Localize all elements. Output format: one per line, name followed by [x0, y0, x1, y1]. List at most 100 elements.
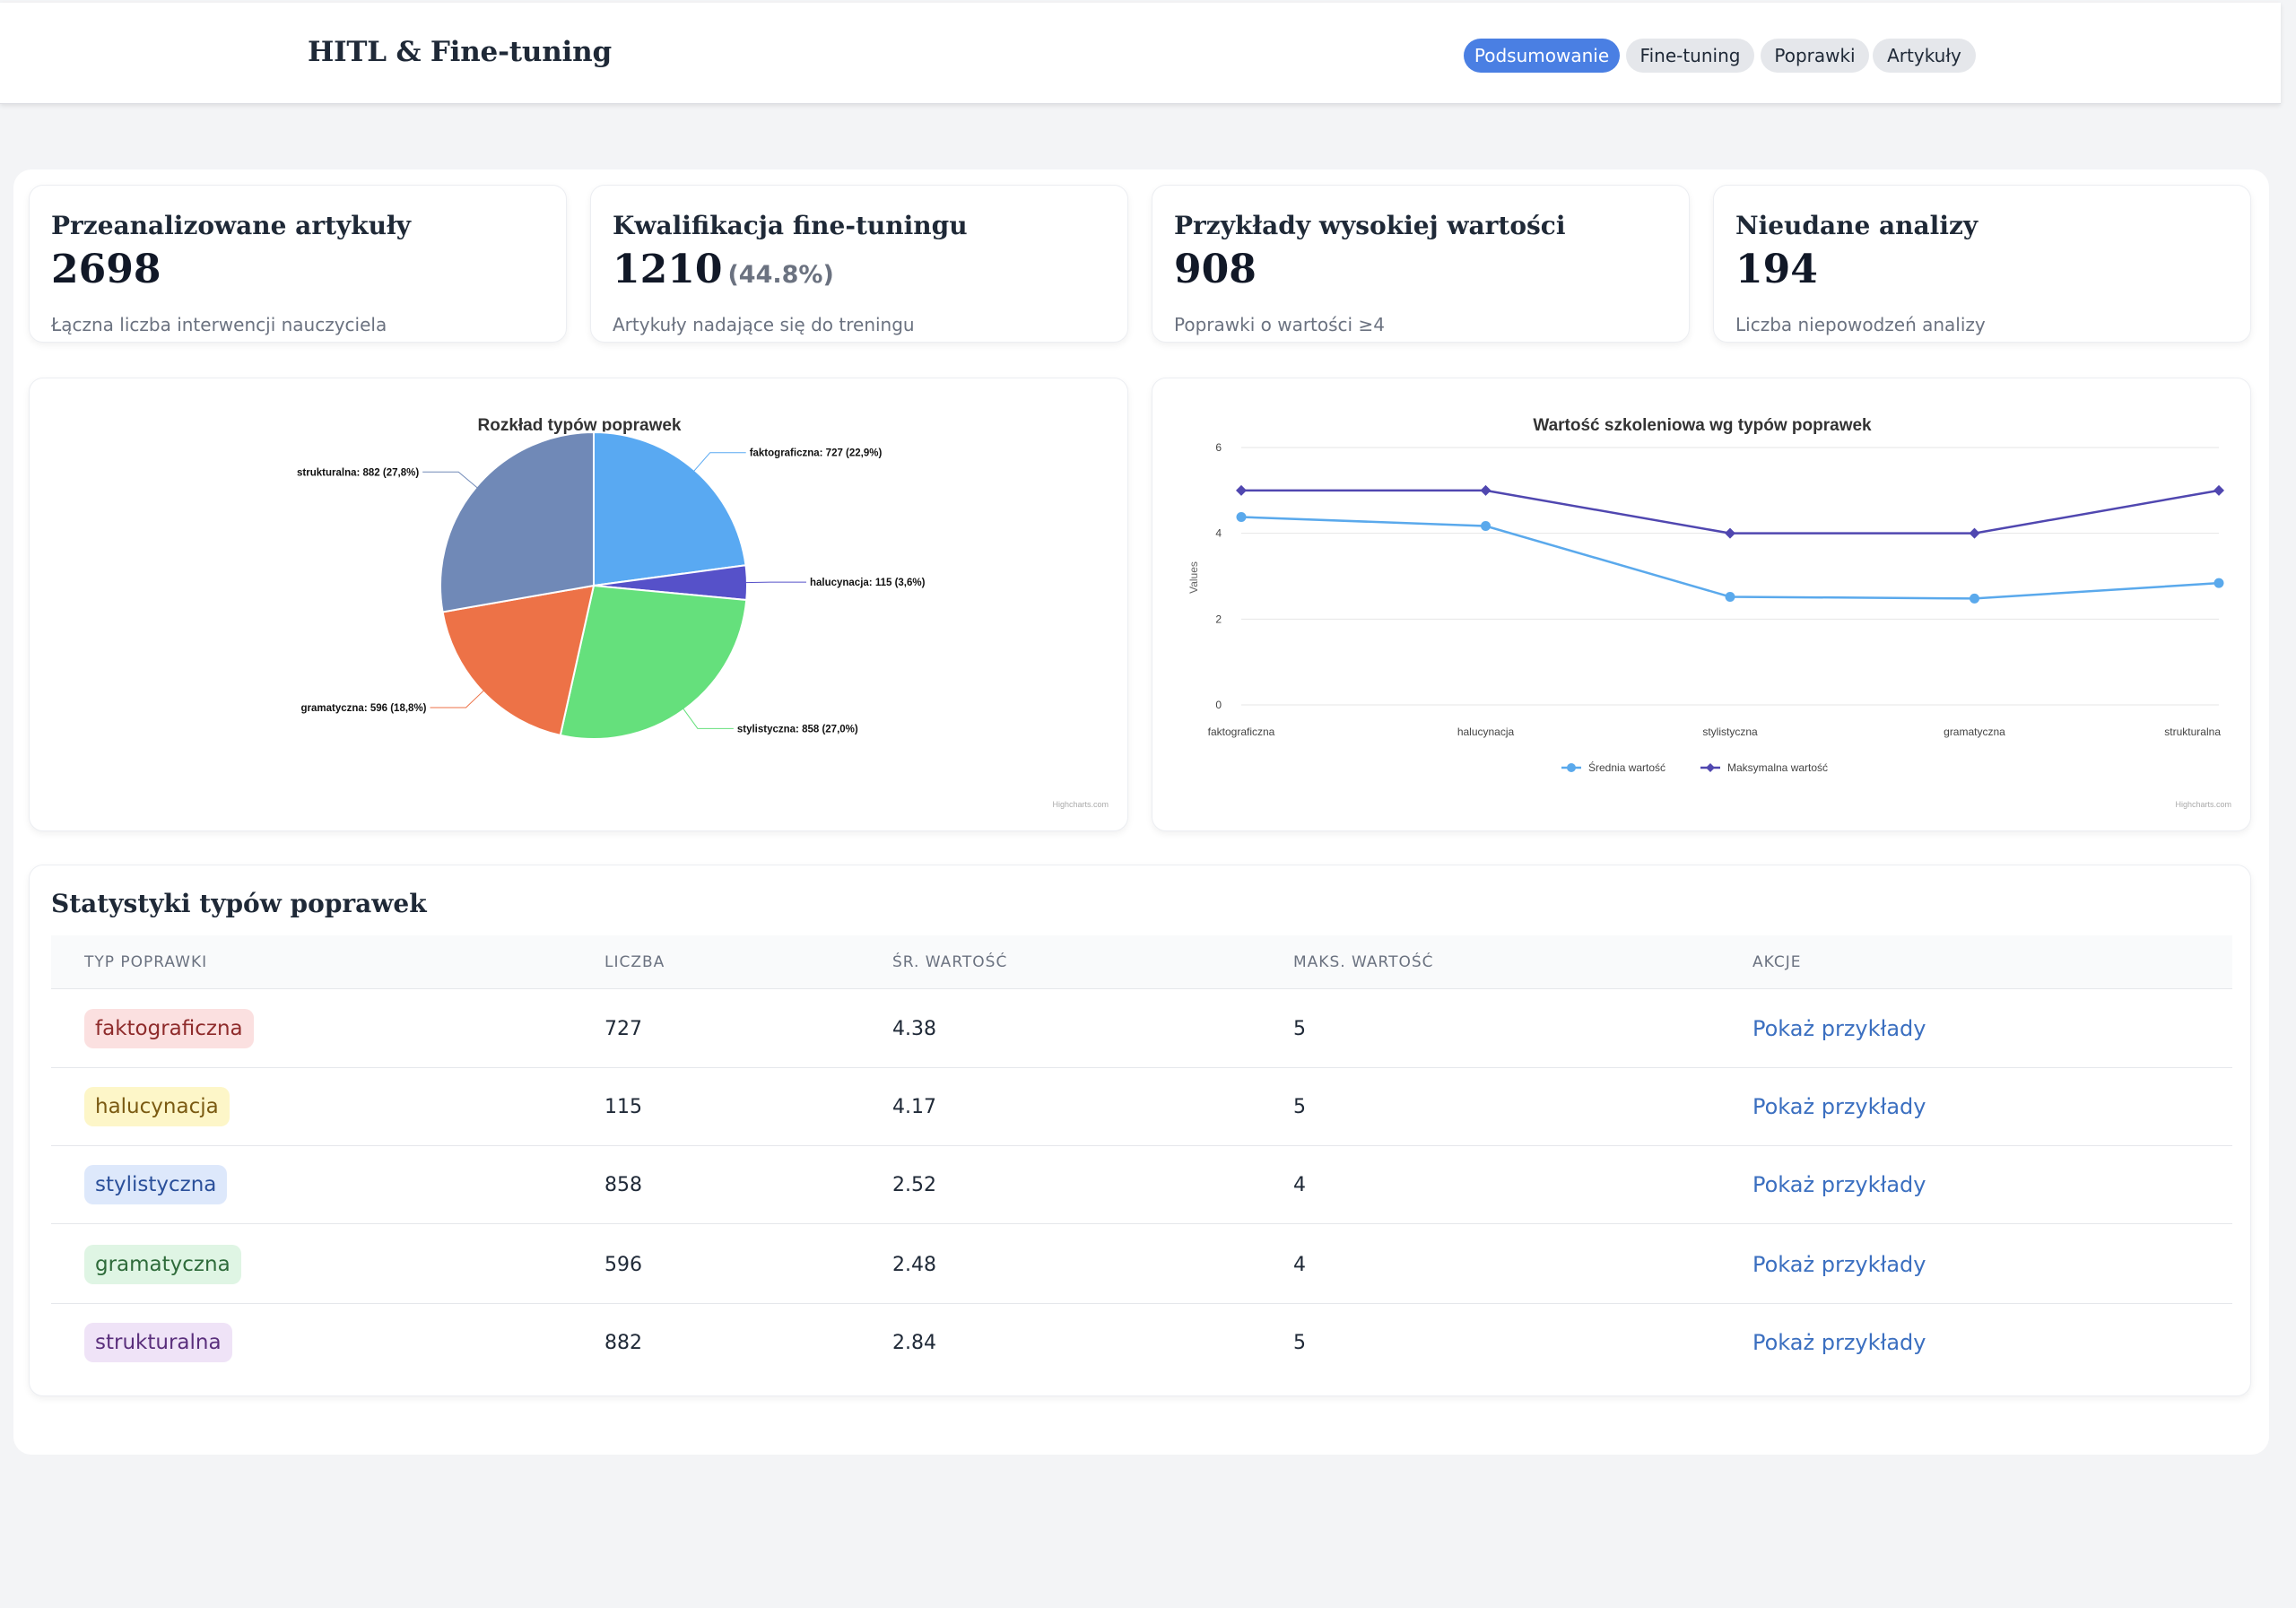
data-point[interactable]	[1481, 521, 1491, 532]
pie-connector-stylistyczna	[682, 708, 734, 729]
chart-credit: Highcharts.com	[1052, 800, 1109, 809]
count-cell: 727	[604, 1018, 642, 1040]
stat-value: 194	[1735, 247, 1818, 292]
show-examples-link[interactable]: Pokaż przykłady	[1752, 1172, 1926, 1197]
data-point[interactable]	[1480, 484, 1492, 496]
max-cell: 5	[1293, 1332, 1306, 1354]
line-chart-title: Wartość szkoleniowa wg typów poprawek	[1533, 416, 1872, 435]
stat-value: 908	[1174, 247, 1257, 292]
avg-cell: 4.38	[892, 1018, 936, 1040]
table-row: stylistyczna 858 2.52 4 Pokaż przykłady	[51, 1146, 2232, 1224]
count-cell: 858	[604, 1174, 642, 1196]
tab-fine-tuning[interactable]: Fine-tuning	[1626, 39, 1754, 73]
table-title: Statystyki typów poprawek	[51, 889, 427, 918]
legend-item[interactable]: Maksymalna wartość	[1727, 761, 1828, 774]
x-tick-label: stylistyczna	[1702, 726, 1758, 738]
y-tick-label: 2	[1215, 613, 1222, 625]
avg-cell: 4.17	[892, 1096, 936, 1118]
stat-description: Łączna liczba interwencji nauczyciela	[51, 314, 387, 335]
max-cell: 4	[1293, 1174, 1306, 1196]
show-examples-link[interactable]: Pokaż przykłady	[1752, 1094, 1926, 1119]
column-header-max: MAKS. WARTOŚĆ	[1293, 953, 1434, 971]
stat-description: Artykuły nadające się do treningu	[613, 314, 915, 335]
top-navbar: HITL & Fine-tuning Podsumowanie Fine-tun…	[0, 3, 2281, 104]
y-tick-label: 6	[1215, 441, 1222, 454]
data-point[interactable]	[1236, 484, 1247, 496]
data-point[interactable]	[2213, 484, 2224, 496]
pie-chart: Rozkład typów poprawek faktograficzna: 7…	[297, 416, 1109, 809]
stat-percentage: (44.8%)	[727, 261, 834, 289]
pie-label-stylistyczna: stylistyczna: 858 (27,0%)	[737, 724, 858, 734]
pie-label-strukturalna: strukturalna: 882 (27,8%)	[297, 467, 419, 478]
stat-value: 2698	[51, 247, 161, 292]
stat-card-failed-analyses: Nieudane analizy 194 Liczba niepowodzeń …	[1713, 185, 2251, 343]
legend-marker	[1567, 763, 1576, 772]
stat-card-analyzed-articles: Przeanalizowane artykuły 2698 Łączna lic…	[29, 185, 567, 343]
tab-artykuly[interactable]: Artykuły	[1873, 39, 1976, 73]
correction-stats-table-card: Statystyki typów poprawek TYP POPRAWKI L…	[29, 865, 2251, 1396]
pie-label-faktograficzna: faktograficzna: 727 (22,9%)	[750, 448, 883, 459]
pie-label-halucynacja: halucynacja: 115 (3,6%)	[810, 578, 926, 588]
stat-title: Nieudane analizy	[1735, 211, 1979, 240]
data-point[interactable]	[1725, 591, 1735, 602]
max-cell: 4	[1293, 1254, 1306, 1276]
data-point[interactable]	[1725, 527, 1735, 539]
x-tick-label: strukturalna	[2164, 726, 2221, 738]
stat-number: 1210	[613, 247, 723, 292]
type-badge: gramatyczna	[84, 1245, 241, 1284]
app-title: HITL & Fine-tuning	[308, 36, 612, 68]
data-point[interactable]	[2213, 578, 2224, 588]
show-examples-link[interactable]: Pokaż przykłady	[1752, 1330, 1926, 1355]
stat-title: Kwalifikacja fine-tuningu	[613, 211, 968, 240]
x-tick-label: halucynacja	[1457, 726, 1515, 738]
column-header-avg: ŚR. WARTOŚĆ	[892, 953, 1008, 971]
show-examples-link[interactable]: Pokaż przykłady	[1752, 1016, 1926, 1041]
stat-title: Przykłady wysokiej wartości	[1174, 211, 1566, 240]
tab-poprawki[interactable]: Poprawki	[1761, 39, 1869, 73]
pie-label-gramatyczna: gramatyczna: 596 (18,8%)	[301, 703, 427, 714]
y-tick-label: 4	[1215, 527, 1222, 540]
tab-podsumowanie[interactable]: Podsumowanie	[1464, 39, 1620, 73]
stat-description: Poprawki o wartości ≥4	[1174, 314, 1385, 335]
data-point[interactable]	[1970, 593, 1979, 604]
x-tick-label: faktograficzna	[1208, 726, 1275, 738]
table-row: halucynacja 115 4.17 5 Pokaż przykłady	[51, 1068, 2232, 1146]
table-header: TYP POPRAWKI LICZBA ŚR. WARTOŚĆ MAKS. WA…	[51, 935, 2232, 989]
chart-credit: Highcharts.com	[2175, 800, 2231, 809]
line-chart: Wartość szkoleniowa wg typów poprawek 0 2…	[1187, 416, 2231, 809]
column-header-actions: AKCJE	[1752, 953, 1802, 971]
stat-value: 1210 (44.8%)	[613, 247, 834, 292]
type-badge: strukturalna	[84, 1323, 232, 1362]
pie-chart-title: Rozkład typów poprawek	[478, 416, 682, 435]
column-header-type: TYP POPRAWKI	[84, 953, 208, 971]
stat-number: 194	[1735, 247, 1818, 292]
avg-cell: 2.48	[892, 1254, 936, 1276]
pie-slice-strukturalna[interactable]	[439, 430, 595, 613]
show-examples-link[interactable]: Pokaż przykłady	[1752, 1252, 1926, 1277]
legend-marker	[1706, 763, 1715, 772]
pie-connector-strukturalna	[422, 471, 478, 489]
pie-connector-gramatyczna	[430, 690, 485, 708]
x-tick-label: gramatyczna	[1944, 726, 2005, 738]
stat-title: Przeanalizowane artykuły	[51, 211, 412, 240]
avg-cell: 2.52	[892, 1174, 936, 1196]
max-cell: 5	[1293, 1096, 1306, 1118]
table-row: strukturalna 882 2.84 5 Pokaż przykłady	[51, 1304, 2232, 1382]
stat-card-high-value-examples: Przykłady wysokiej wartości 908 Poprawki…	[1152, 185, 1690, 343]
type-badge: stylistyczna	[84, 1165, 228, 1204]
type-badge: halucynacja	[84, 1087, 230, 1126]
pie-chart-card: Rozkład typów poprawek faktograficzna: 7…	[29, 378, 1128, 831]
data-point[interactable]	[1969, 527, 1980, 539]
stat-card-fine-tuning-qualification: Kwalifikacja fine-tuningu 1210 (44.8%) Ar…	[590, 185, 1128, 343]
pie-connector-faktograficzna	[692, 452, 746, 473]
data-point[interactable]	[1236, 511, 1247, 522]
count-cell: 882	[604, 1332, 642, 1354]
pie-slice-faktograficzna[interactable]	[593, 430, 747, 587]
avg-cell: 2.84	[892, 1332, 936, 1354]
stat-number: 908	[1174, 247, 1257, 292]
legend-item[interactable]: Średnia wartość	[1588, 761, 1665, 774]
stat-description: Liczba niepowodzeń analizy	[1735, 314, 1986, 335]
pie-connector-halucynacja	[744, 581, 806, 584]
series-line	[1241, 489, 2220, 535]
max-cell: 5	[1293, 1018, 1306, 1040]
